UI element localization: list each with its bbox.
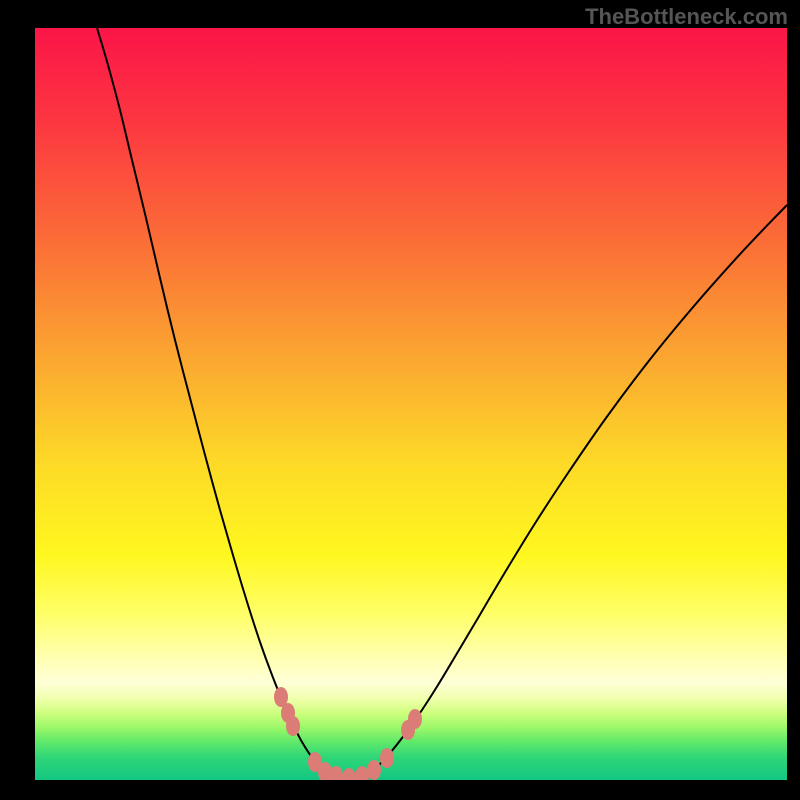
curve-marker [367, 760, 381, 780]
curve-marker [286, 716, 300, 736]
curve-marker [380, 748, 394, 768]
gradient-background [35, 28, 787, 780]
curve-marker [408, 709, 422, 729]
watermark-text: TheBottleneck.com [585, 4, 788, 30]
chart-plot-area [35, 28, 787, 780]
chart-svg [35, 28, 787, 780]
